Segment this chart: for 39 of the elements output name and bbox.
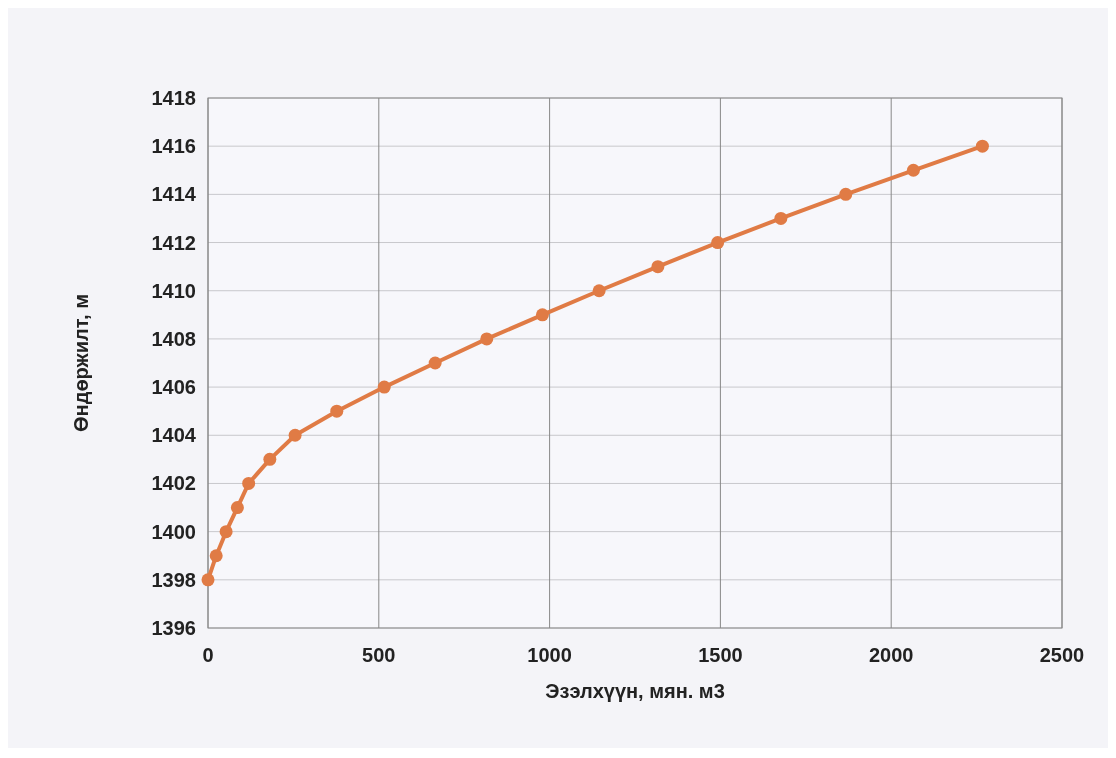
- point: [288, 428, 302, 442]
- x-tick-label: 1000: [527, 644, 572, 666]
- point: [480, 332, 494, 346]
- y-tick-label: 1418: [151, 87, 196, 109]
- y-tick-label: 1400: [151, 520, 196, 543]
- y-tick-label: 1416: [151, 135, 196, 158]
- point: [651, 260, 665, 274]
- point: [428, 356, 442, 370]
- y-tick-label: 1396: [151, 617, 196, 639]
- point: [839, 187, 853, 201]
- y-axis-title: Өндөржилт, м: [70, 294, 92, 432]
- point: [774, 211, 788, 225]
- point: [219, 525, 233, 539]
- y-tick-label: 1404: [151, 424, 197, 447]
- point: [230, 501, 244, 515]
- point: [330, 404, 344, 418]
- y-tick-label: 1414: [151, 183, 197, 206]
- y-tick-label: 1406: [151, 376, 196, 399]
- x-tick-label: 2500: [1039, 644, 1085, 666]
- y-tick-label: 1408: [151, 327, 196, 350]
- point: [906, 163, 920, 177]
- point: [592, 284, 606, 298]
- y-tick-label: 1410: [151, 279, 196, 302]
- x-tick-label: 2000: [868, 644, 914, 666]
- point: [242, 476, 256, 490]
- point: [201, 573, 215, 587]
- point: [263, 452, 277, 466]
- x-tick-label: 1500: [698, 644, 743, 666]
- x-tick-label: 0: [202, 644, 214, 666]
- point: [711, 236, 725, 250]
- point: [975, 139, 989, 153]
- y-tick-label: 1398: [151, 568, 196, 591]
- point: [209, 549, 223, 563]
- x-tick-label: 500: [362, 644, 396, 666]
- y-tick-label: 1412: [151, 231, 196, 254]
- point: [535, 308, 549, 322]
- point: [377, 380, 391, 394]
- x-axis-title: Эзэлхүүн, мян. м3: [545, 680, 725, 702]
- y-tick-label: 1402: [151, 472, 196, 495]
